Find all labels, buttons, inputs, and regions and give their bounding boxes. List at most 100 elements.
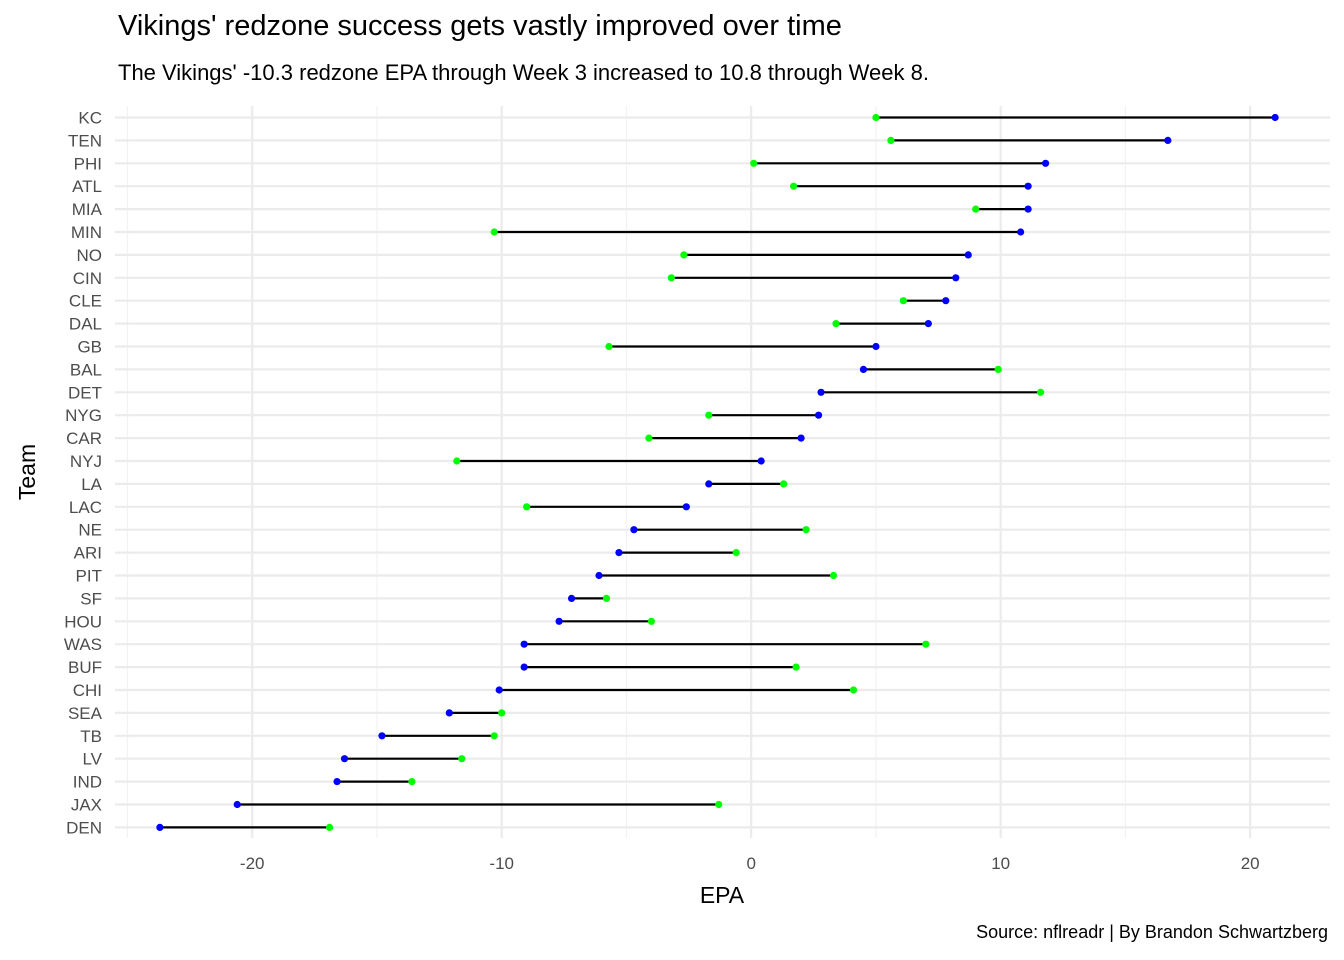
y-tick-label: BAL xyxy=(70,360,102,379)
y-tick-label: BUF xyxy=(68,658,102,677)
point-green-ari xyxy=(732,549,740,557)
point-green-chi xyxy=(849,686,858,694)
point-green-dal xyxy=(832,320,840,328)
point-blue-hou xyxy=(555,617,563,625)
point-green-lac xyxy=(523,503,531,511)
point-blue-lac xyxy=(682,503,690,511)
point-green-nyg xyxy=(705,411,713,419)
x-tick-label: -20 xyxy=(240,854,265,873)
y-tick-label: NO xyxy=(77,246,103,265)
y-tick-label: NYJ xyxy=(70,452,102,471)
point-blue-ind xyxy=(333,778,341,786)
x-axis-title: EPA xyxy=(700,882,745,908)
point-green-hou xyxy=(647,617,655,625)
y-tick-label: KC xyxy=(78,109,102,128)
x-tick-label: 20 xyxy=(1241,854,1260,873)
point-blue-gb xyxy=(872,342,880,351)
y-tick-label: PHI xyxy=(74,154,102,173)
point-blue-sf xyxy=(567,594,576,603)
y-tick-label: SF xyxy=(80,589,102,608)
y-tick-label: CAR xyxy=(66,429,102,448)
y-tick-label: CLE xyxy=(69,292,102,311)
point-green-lv xyxy=(458,755,466,763)
chart-subtitle: The Vikings' -10.3 redzone EPA through W… xyxy=(118,60,929,85)
point-green-cin xyxy=(667,274,675,282)
point-blue-cin xyxy=(952,274,960,282)
point-green-bal xyxy=(994,365,1002,373)
point-blue-buf xyxy=(520,663,528,671)
point-green-was xyxy=(922,640,930,648)
point-green-ne xyxy=(802,526,810,534)
y-tick-label: CIN xyxy=(73,269,102,288)
point-green-pit xyxy=(829,571,838,580)
point-green-car xyxy=(645,434,653,442)
y-tick-label: NE xyxy=(78,521,102,540)
point-blue-mia xyxy=(1024,205,1032,213)
point-blue-det xyxy=(817,388,825,396)
point-green-buf xyxy=(792,663,800,671)
x-tick-label: 0 xyxy=(746,854,755,873)
point-green-cle xyxy=(899,297,907,305)
point-green-jax xyxy=(715,800,723,809)
point-green-no xyxy=(680,251,688,259)
point-blue-atl xyxy=(1024,182,1032,190)
point-green-sf xyxy=(602,594,611,603)
y-tick-label: LV xyxy=(82,750,102,769)
point-green-la xyxy=(780,480,788,488)
y-tick-label: CHI xyxy=(73,681,102,700)
y-tick-label: ATL xyxy=(72,177,102,196)
point-blue-ten xyxy=(1164,136,1172,144)
point-blue-chi xyxy=(495,686,503,694)
point-green-sea xyxy=(498,709,506,717)
chart-title: Vikings' redzone success gets vastly imp… xyxy=(118,10,842,42)
y-tick-label: ARI xyxy=(74,544,102,563)
point-green-atl xyxy=(790,182,798,190)
segments xyxy=(159,116,1276,829)
point-blue-bal xyxy=(859,365,868,373)
x-tick-label: -10 xyxy=(489,854,514,873)
point-blue-nyg xyxy=(814,411,823,419)
point-green-nyj xyxy=(453,457,461,465)
point-green-phi xyxy=(750,159,758,167)
point-blue-ari xyxy=(615,549,623,557)
point-blue-no xyxy=(964,251,972,259)
point-blue-den xyxy=(156,823,164,832)
point-green-tb xyxy=(490,732,498,740)
point-blue-dal xyxy=(924,320,932,328)
y-tick-label: MIN xyxy=(71,223,102,242)
point-green-det xyxy=(1036,388,1045,396)
point-green-ten xyxy=(887,136,895,144)
point-blue-tb xyxy=(378,732,386,740)
y-tick-label: LAC xyxy=(69,498,102,517)
y-tick-label: PIT xyxy=(76,567,102,586)
y-axis-title: Team xyxy=(14,444,40,500)
y-tick-label: MIA xyxy=(72,200,103,219)
x-axis-tick-labels: -20 -10 0 10 20 xyxy=(240,854,1260,873)
point-blue-kc xyxy=(1271,113,1279,122)
chart-caption: Source: nflreadr | By Brandon Schwartzbe… xyxy=(976,922,1328,942)
point-blue-lv xyxy=(340,755,349,763)
y-tick-label: GB xyxy=(77,338,102,357)
point-blue-min xyxy=(1017,228,1025,236)
point-blue-sea xyxy=(445,709,453,717)
point-blue-nyj xyxy=(757,457,765,465)
point-green-kc xyxy=(872,113,880,122)
y-tick-label: DAL xyxy=(69,315,102,334)
point-blue-phi xyxy=(1041,159,1050,167)
y-tick-label: WAS xyxy=(64,635,102,654)
point-green-den xyxy=(325,823,334,832)
point-blue-was xyxy=(520,640,528,648)
point-blue-car xyxy=(797,434,805,442)
y-tick-label: LA xyxy=(81,475,102,494)
x-tick-label: 10 xyxy=(991,854,1010,873)
y-tick-label: NYG xyxy=(65,406,102,425)
y-tick-label: TB xyxy=(80,727,102,746)
point-blue-pit xyxy=(595,571,603,580)
point-green-ind xyxy=(408,778,416,786)
point-green-min xyxy=(490,228,498,236)
y-axis-tick-labels: KC TEN PHI ATL MIA MIN NO CIN CLE DAL GB BAL DET NYG C… xyxy=(64,109,103,838)
y-tick-label: DET xyxy=(68,383,102,402)
point-blue-jax xyxy=(233,800,241,809)
grid xyxy=(115,106,1330,838)
